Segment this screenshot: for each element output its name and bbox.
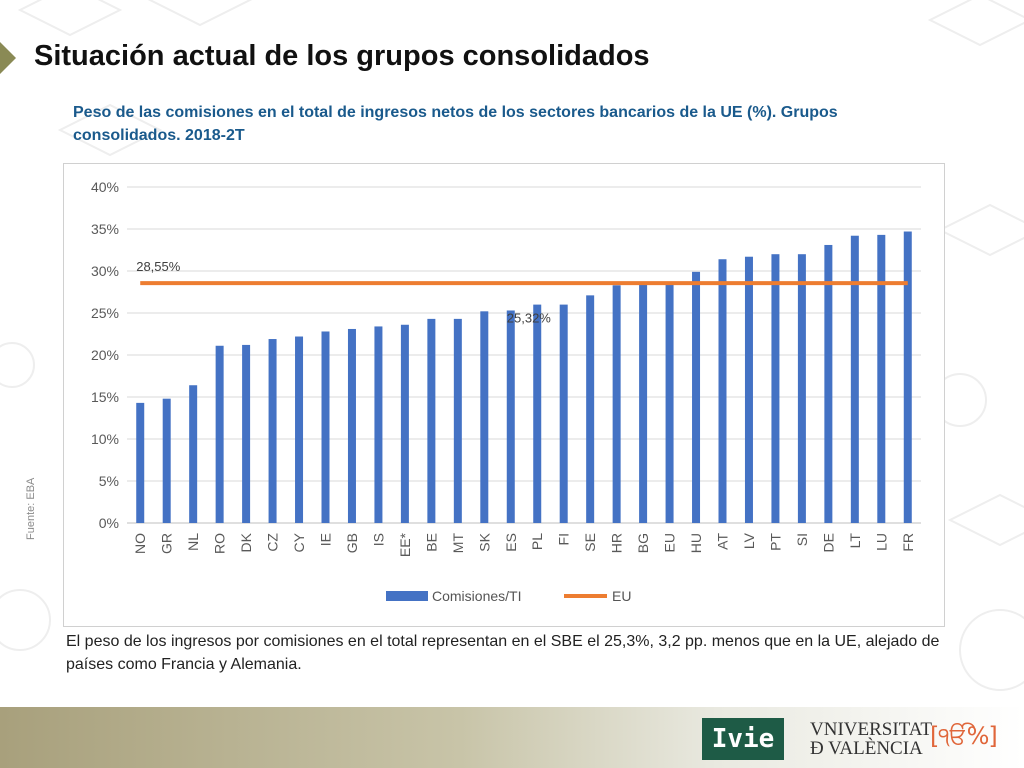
x-tick-label: LV bbox=[741, 532, 757, 549]
bar-RO bbox=[215, 345, 224, 523]
university-logo-line2: Ð VALÈNCIA bbox=[810, 738, 923, 759]
x-tick-label: GR bbox=[159, 533, 175, 554]
bar-LT bbox=[850, 235, 859, 523]
chart-title: Peso de las comisiones en el total de in… bbox=[73, 104, 838, 144]
university-logo-line1: VNIVERSITAT bbox=[810, 719, 932, 740]
bar-chart: 0% 5% 10% 15% 20% 25% 30% 35% 40% NO GR NL RO DK CZ CY… bbox=[91, 179, 921, 604]
bar-LV bbox=[744, 256, 753, 523]
x-tick-label: GB bbox=[344, 533, 360, 553]
bar-SK bbox=[480, 311, 489, 523]
legend-label: EU bbox=[612, 588, 631, 604]
y-tick-label: 25% bbox=[91, 305, 119, 321]
bar-EU bbox=[665, 283, 674, 523]
legend-label: Comisiones/TI bbox=[432, 588, 521, 604]
x-tick-label: CY bbox=[291, 532, 307, 552]
bar-PL bbox=[533, 304, 542, 523]
footer-band bbox=[0, 707, 1024, 768]
x-tick-label: FR bbox=[900, 533, 916, 552]
bar-NO bbox=[136, 402, 145, 523]
x-tick-label: BG bbox=[635, 533, 651, 553]
x-tick-label: RO bbox=[212, 533, 228, 554]
y-tick-label: 35% bbox=[91, 221, 119, 237]
x-tick-label: LU bbox=[873, 533, 889, 551]
bar-DK bbox=[242, 344, 251, 523]
x-tick-label: DK bbox=[238, 532, 254, 552]
bar-PT bbox=[771, 254, 780, 523]
x-tick-label: FI bbox=[556, 533, 572, 545]
bar-HU bbox=[692, 271, 701, 523]
x-tick-label: NL bbox=[185, 533, 201, 551]
bar-FR bbox=[903, 231, 912, 523]
title-arrow-icon bbox=[0, 42, 16, 74]
y-tick-label: 10% bbox=[91, 431, 119, 447]
x-tick-label: IS bbox=[370, 533, 386, 546]
bar-CZ bbox=[268, 339, 277, 523]
university-logo: VNIVERSITAT Ð VALÈNCIA bbox=[810, 720, 932, 758]
bar-BE bbox=[427, 318, 436, 523]
x-tick-label: AT bbox=[715, 533, 731, 550]
x-tick-label: EE* bbox=[397, 532, 413, 557]
data-label: 25,32% bbox=[507, 310, 552, 325]
x-tick-label: PL bbox=[529, 533, 545, 550]
bar-NL bbox=[189, 385, 198, 523]
ivie-logo: Ivie bbox=[702, 718, 784, 760]
y-tick-label: 40% bbox=[91, 179, 119, 195]
caption: El peso de los ingresos por comisiones e… bbox=[66, 633, 940, 673]
x-tick-label: EU bbox=[662, 533, 678, 552]
x-axis-ticks: NO GR NL RO DK CZ CY IE GB IS EE* BE MT SK ES PL FI SE HR B… bbox=[132, 532, 916, 557]
legend-swatch-bar bbox=[386, 591, 428, 601]
grid-lines bbox=[127, 186, 921, 524]
y-tick-label: 15% bbox=[91, 389, 119, 405]
university-mark-icon: [ੴ%] bbox=[930, 722, 998, 750]
annotations: 28,55% 25,32% bbox=[136, 259, 551, 325]
x-tick-label: HR bbox=[609, 533, 625, 553]
y-tick-label: 30% bbox=[91, 263, 119, 279]
x-tick-label: SK bbox=[476, 532, 492, 551]
y-tick-label: 20% bbox=[91, 347, 119, 363]
bar-EE* bbox=[400, 324, 409, 523]
y-tick-label: 5% bbox=[99, 473, 119, 489]
x-tick-label: DE bbox=[820, 533, 836, 552]
x-tick-label: CZ bbox=[265, 533, 281, 552]
bar-BG bbox=[639, 284, 648, 523]
x-tick-label: NO bbox=[132, 533, 148, 554]
data-label: 28,55% bbox=[136, 259, 181, 274]
x-tick-label: SI bbox=[794, 533, 810, 546]
x-tick-label: SE bbox=[582, 533, 598, 552]
bar-HR bbox=[612, 285, 621, 523]
bar-AT bbox=[718, 259, 727, 523]
bar-SI bbox=[797, 254, 806, 523]
x-tick-label: BE bbox=[423, 533, 439, 552]
x-tick-label: ES bbox=[503, 533, 519, 552]
bar-MT bbox=[453, 318, 462, 523]
x-tick-label: HU bbox=[688, 533, 704, 553]
bar-GB bbox=[347, 328, 356, 523]
slide-title: Situación actual de los grupos consolida… bbox=[34, 40, 650, 72]
bar-ES bbox=[506, 310, 515, 523]
source-note: Fuente: EBA bbox=[25, 477, 37, 540]
x-tick-label: PT bbox=[767, 533, 783, 551]
bar-CY bbox=[295, 336, 304, 523]
y-tick-label: 0% bbox=[99, 515, 119, 531]
bar-LU bbox=[877, 234, 886, 523]
bar-DE bbox=[824, 244, 833, 523]
chart-area: 0% 5% 10% 15% 20% 25% 30% 35% 40% NO GR NL RO DK CZ CY… bbox=[63, 163, 945, 627]
bar-IS bbox=[374, 326, 383, 523]
bar-SE bbox=[586, 295, 595, 523]
bar-FI bbox=[559, 304, 568, 523]
legend: Comisiones/TI EU bbox=[386, 588, 631, 604]
bar-IE bbox=[321, 331, 330, 523]
bar-GR bbox=[162, 398, 171, 523]
x-tick-label: LT bbox=[847, 533, 863, 549]
x-tick-label: MT bbox=[450, 533, 466, 554]
y-axis-ticks: 0% 5% 10% 15% 20% 25% 30% 35% 40% bbox=[91, 179, 119, 531]
x-tick-label: IE bbox=[318, 533, 334, 546]
bars bbox=[136, 231, 912, 523]
